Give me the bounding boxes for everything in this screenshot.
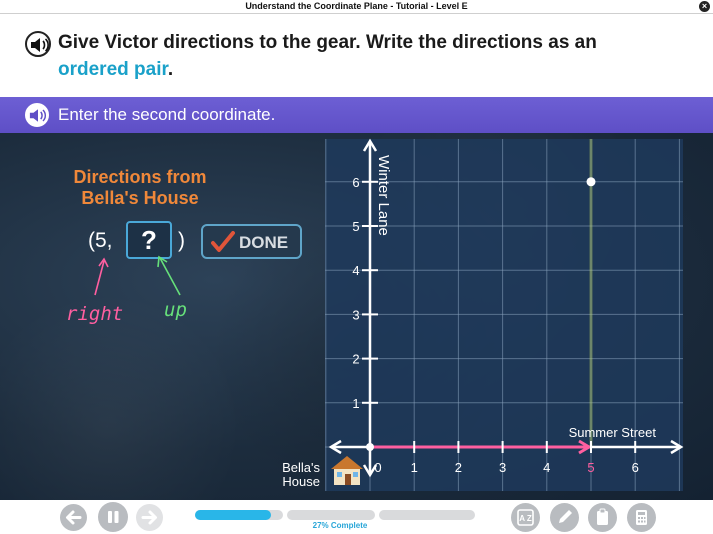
directions-title: Directions from Bella's House [62, 167, 218, 209]
y-tick-label: 4 [352, 263, 359, 278]
y-tick-label: 5 [352, 219, 359, 234]
plane-background [325, 139, 683, 491]
y-tick-label: 1 [352, 396, 359, 411]
origin-label-line1: Bella's [282, 460, 320, 475]
x-tick-label: 0 [374, 460, 381, 475]
progress-fill [195, 510, 271, 520]
bottom-toolbar: 27% Complete A Z [0, 500, 713, 534]
annotation-arrows [94, 255, 181, 296]
x-tick-label: 2 [455, 460, 462, 475]
glossary-icon[interactable]: A Z [511, 503, 540, 532]
pair-first-coordinate: (5, [88, 229, 113, 252]
x-axis-arrow-right [670, 439, 684, 455]
forward-icon[interactable] [136, 504, 163, 531]
close-icon[interactable]: × [699, 1, 710, 12]
y-axis-name: Winter Lane [375, 155, 392, 236]
progress-segment [287, 510, 375, 520]
window-title-bar: Understand the Coordinate Plane - Tutori… [0, 0, 713, 14]
progress-bar [195, 510, 479, 520]
y-tick-label: 3 [352, 307, 359, 322]
instruction-panel: Give Victor directions to the gear. Writ… [0, 15, 713, 97]
x-tick-label: 1 [411, 460, 418, 475]
chalkboard: Directions from Bella's House (5, ? ) DO… [0, 133, 713, 500]
origin-label-line2: House [282, 474, 320, 489]
x-tick-label: 4 [543, 460, 550, 475]
instruction-text: Give Victor directions to the gear. Writ… [58, 32, 597, 53]
y-axis-arrow-up [362, 138, 378, 152]
house-icon [331, 456, 363, 485]
done-label: DONE [239, 233, 289, 252]
checkmark-icon [211, 231, 235, 252]
speaker-icon[interactable] [25, 103, 49, 127]
x-tick-label: 6 [632, 460, 639, 475]
prompt-text: Enter the second coordinate. [58, 105, 276, 124]
instruction-period: . [167, 59, 174, 80]
x-axis-name: Summer Street [569, 425, 657, 440]
pencil-icon[interactable] [550, 503, 579, 532]
x-tick-label: 5 [587, 460, 594, 475]
speaker-icon[interactable] [25, 31, 51, 57]
second-coordinate-input[interactable]: ? [126, 221, 172, 259]
y-tick-label: 2 [352, 352, 359, 367]
annotation-right: right [66, 303, 124, 325]
annotation-up: up [164, 299, 187, 321]
prompt-bar: Enter the second coordinate. [0, 97, 713, 133]
x-tick-label: 3 [499, 460, 506, 475]
target-point [586, 177, 596, 187]
pair-closing-paren: ) [178, 229, 185, 252]
y-tick-label: 6 [352, 175, 359, 190]
directions-title-line1: Directions from [73, 167, 207, 187]
clipboard-icon[interactable] [588, 503, 617, 532]
origin-point [366, 443, 374, 451]
done-button[interactable]: DONE [201, 224, 302, 259]
x-axis-arrow-left [328, 439, 342, 455]
instruction-text-line2: ordered pair. [58, 59, 173, 81]
movement-path-arrow [578, 439, 592, 455]
coordinate-plane[interactable]: 0 1 2 3 4 5 6 1 2 3 4 5 6 Summer Street Winter Lane Bel… [0, 133, 713, 500]
directions-title-line2: Bella's House [81, 188, 199, 208]
pause-icon[interactable] [98, 502, 128, 532]
window-title: Understand the Coordinate Plane - Tutori… [245, 1, 468, 11]
progress-segment [379, 510, 475, 520]
back-icon[interactable] [60, 504, 87, 531]
ordered-pair-term[interactable]: ordered pair [58, 59, 168, 80]
svg-text:A Z: A Z [519, 514, 532, 523]
y-axis-arrow-down [362, 464, 378, 478]
calculator-icon[interactable] [627, 503, 656, 532]
progress-label: 27% Complete [312, 521, 368, 530]
